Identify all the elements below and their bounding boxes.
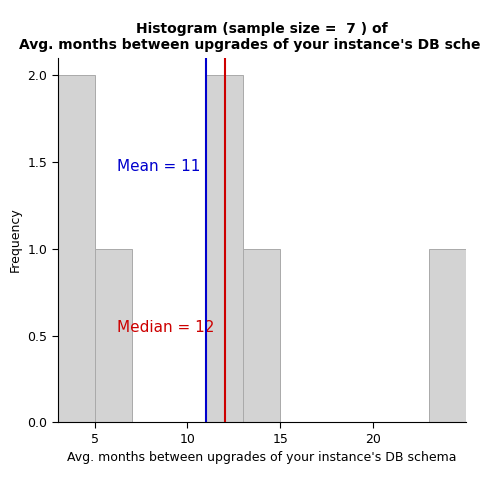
Text: Median = 12: Median = 12 xyxy=(117,320,215,335)
Y-axis label: Frequency: Frequency xyxy=(9,208,22,272)
Bar xyxy=(95,249,132,422)
Bar xyxy=(243,249,280,422)
Bar xyxy=(206,75,243,422)
Bar xyxy=(58,75,95,422)
X-axis label: Avg. months between upgrades of your instance's DB schema: Avg. months between upgrades of your ins… xyxy=(67,451,456,464)
Title: Histogram (sample size =  7 ) of
Avg. months between upgrades of your instance's: Histogram (sample size = 7 ) of Avg. mon… xyxy=(19,22,480,52)
Bar xyxy=(429,249,466,422)
Text: Mean = 11: Mean = 11 xyxy=(117,158,200,173)
